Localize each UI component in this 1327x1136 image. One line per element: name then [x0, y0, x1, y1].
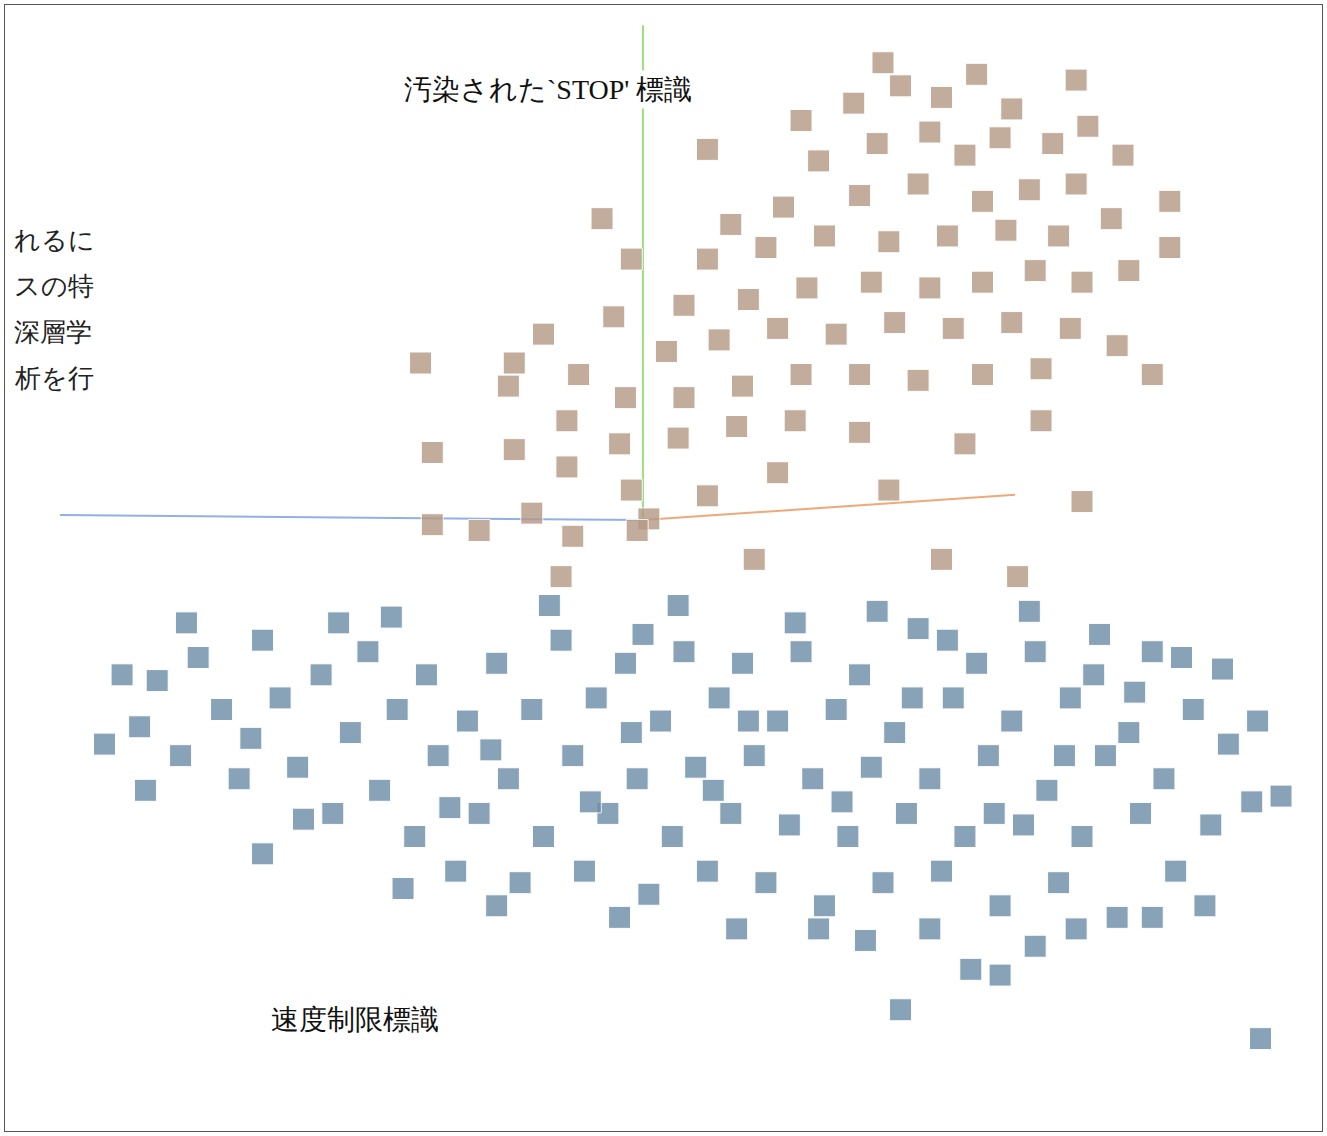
svg-text:れるに: れるに	[14, 225, 95, 255]
svg-text:汚染された`STOP' 標識: 汚染された`STOP' 標識	[404, 74, 692, 105]
svg-text:スの特: スの特	[14, 271, 94, 301]
svg-text:析を行: 析を行	[14, 363, 94, 393]
svg-text:速度制限標識: 速度制限標識	[271, 1004, 439, 1035]
svg-text:深層学: 深層学	[14, 317, 92, 347]
